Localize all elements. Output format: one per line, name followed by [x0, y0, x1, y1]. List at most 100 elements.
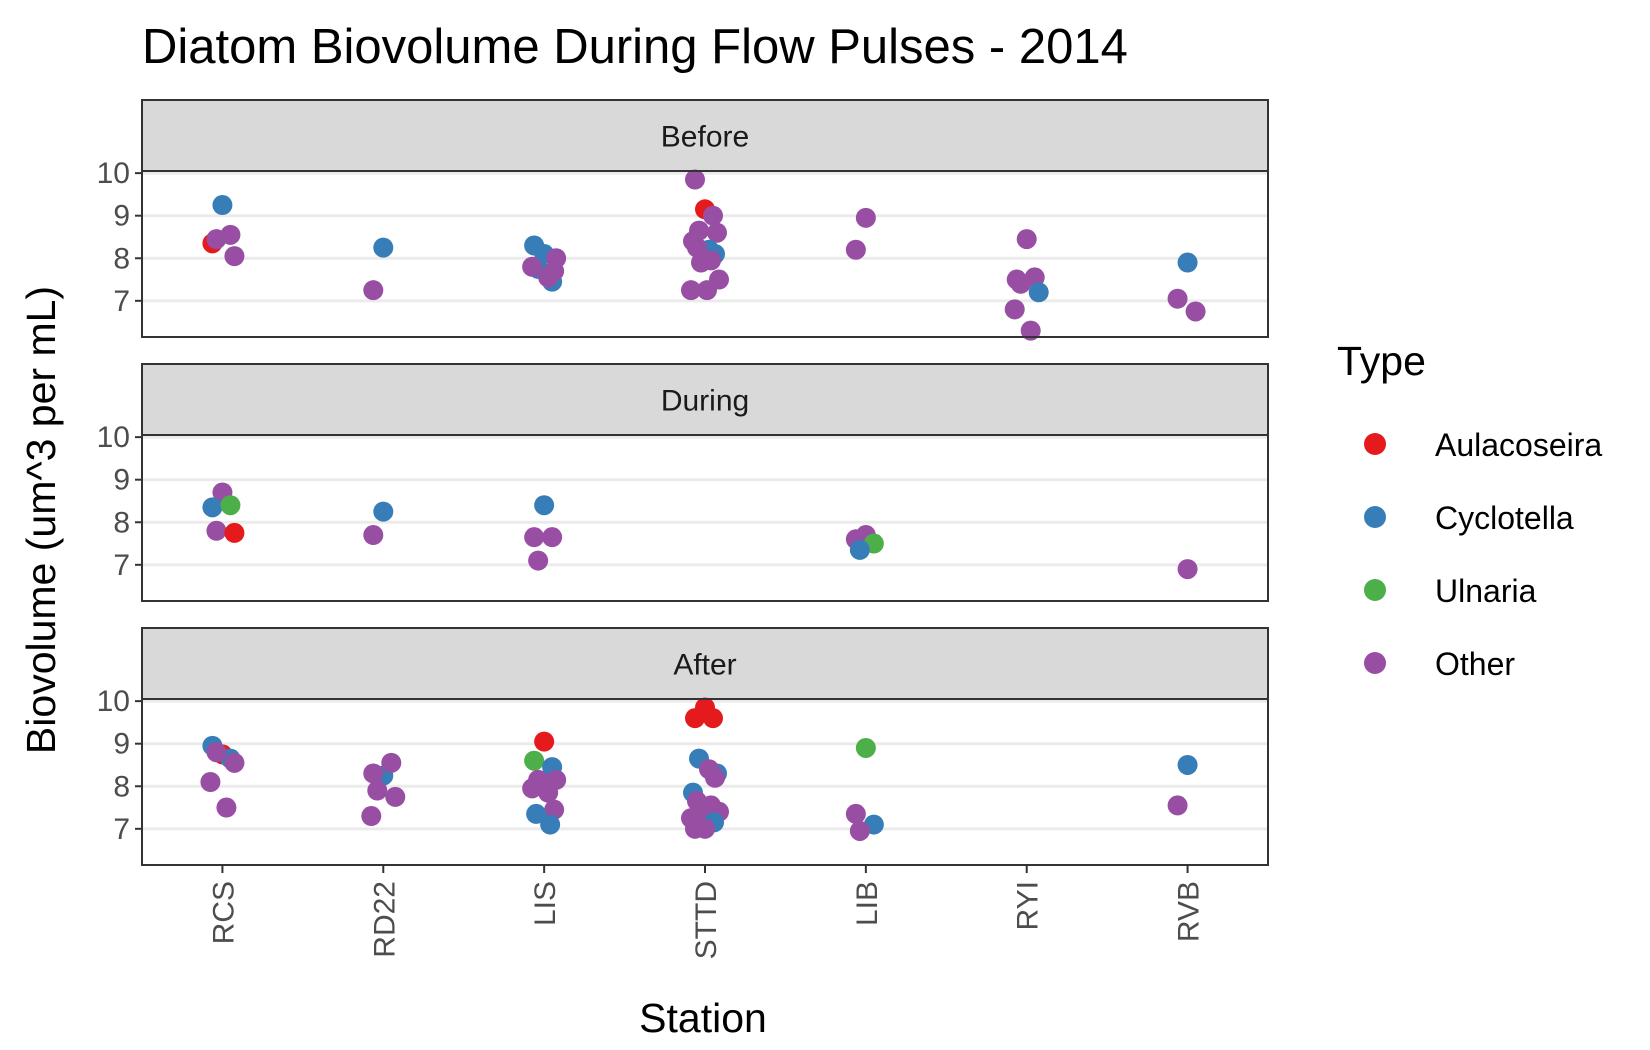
- chart-title: Diatom Biovolume During Flow Pulses - 20…: [142, 20, 1128, 74]
- data-point-cyclotella: [212, 195, 233, 216]
- data-point-other: [845, 803, 866, 824]
- facet-panels: Before 7 8 9 10 During 7 8 9 10 After 7 8 9 10: [97, 99, 1269, 866]
- data-point-other: [542, 527, 563, 548]
- legend-title: Type: [1337, 338, 1426, 384]
- x-tick-label: LIB: [851, 881, 884, 926]
- x-tick-label: RYI: [1012, 881, 1045, 930]
- x-axis-title: Station: [639, 995, 767, 1041]
- data-point-other: [528, 550, 549, 571]
- data-point-aulacoseira: [534, 731, 555, 752]
- data-point-other: [206, 229, 227, 250]
- y-tick-label: 10: [97, 157, 130, 190]
- data-point-other: [685, 169, 705, 190]
- data-point-other: [1167, 795, 1188, 816]
- legend-key-cyclotella: [1364, 506, 1386, 528]
- data-point-other: [200, 772, 221, 792]
- data-point-cyclotella: [202, 497, 223, 518]
- y-tick-label: 9: [113, 200, 130, 233]
- x-tick-label: RD22: [368, 881, 401, 958]
- x-tick-label: RCS: [207, 881, 240, 944]
- data-point-other: [363, 763, 384, 784]
- legend-label: Aulacoseira: [1435, 427, 1602, 463]
- panel-border: [141, 170, 1269, 338]
- data-point-other: [707, 222, 727, 243]
- y-tick-label: 7: [113, 285, 130, 318]
- y-tick-label: 7: [113, 813, 130, 846]
- y-tick-label: 8: [113, 506, 130, 539]
- data-point-other: [216, 797, 237, 818]
- data-point-other: [206, 742, 227, 763]
- data-point-other: [224, 752, 245, 773]
- data-point-ulnaria: [524, 750, 545, 771]
- legend-label: Other: [1435, 646, 1515, 682]
- data-point-cyclotella: [540, 814, 561, 835]
- y-tick-label: 9: [113, 464, 130, 497]
- data-point-other: [1167, 288, 1188, 309]
- data-point-aulacoseira: [703, 708, 723, 729]
- data-point-other: [367, 780, 388, 801]
- legend-label: Ulnaria: [1435, 573, 1537, 609]
- data-point-other: [697, 280, 717, 301]
- data-point-cyclotella: [1177, 754, 1198, 775]
- legend-key-other: [1364, 652, 1386, 674]
- x-tick-label: LIS: [529, 881, 562, 926]
- panel-background: [142, 435, 1268, 601]
- legend-entries: Aulacoseira Cyclotella Ulnaria Other: [1364, 427, 1602, 682]
- data-point-other: [703, 205, 723, 226]
- data-point-other: [855, 207, 876, 228]
- data-point-other: [691, 252, 711, 273]
- data-point-aulacoseira: [224, 522, 245, 543]
- data-point-other: [381, 752, 402, 773]
- data-point-cyclotella: [1028, 282, 1049, 303]
- y-tick-label: 10: [97, 421, 130, 454]
- legend-label: Cyclotella: [1435, 500, 1574, 536]
- data-point-other: [1185, 301, 1206, 322]
- strip-label: Before: [661, 121, 749, 154]
- facet-panel-after: After 7 8 9 10: [97, 627, 1269, 866]
- y-tick-label: 8: [113, 770, 130, 803]
- y-tick-label: 10: [97, 685, 130, 718]
- data-point-other: [524, 527, 545, 548]
- data-point-cyclotella: [524, 235, 545, 256]
- data-point-other: [705, 767, 725, 788]
- facet-panel-during: During 7 8 9 10: [97, 363, 1269, 602]
- data-point-other: [538, 782, 559, 803]
- x-tick-label: STTD: [690, 881, 723, 959]
- strip-label: During: [661, 385, 749, 418]
- data-point-other: [685, 818, 705, 839]
- strip-background: [141, 363, 1269, 436]
- data-point-other: [522, 256, 543, 277]
- x-axis: RCS RD22 LIS STTD LIB RYI RVB: [207, 865, 1206, 959]
- data-point-other: [206, 520, 227, 541]
- data-point-cyclotella: [534, 495, 555, 516]
- data-point-other: [363, 525, 384, 546]
- y-tick-label: 7: [113, 549, 130, 582]
- data-point-other: [1010, 273, 1031, 294]
- data-point-cyclotella: [849, 539, 870, 560]
- data-point-other: [1020, 320, 1041, 341]
- data-point-other: [849, 820, 870, 841]
- y-tick-label: 9: [113, 728, 130, 761]
- x-tick-label: RVB: [1173, 881, 1206, 942]
- strip-background: [141, 627, 1269, 700]
- data-point-cyclotella: [1177, 252, 1198, 273]
- data-point-other: [544, 261, 565, 282]
- data-point-aulacoseira: [685, 708, 705, 729]
- data-point-cyclotella: [373, 237, 394, 258]
- data-point-other: [224, 246, 245, 267]
- data-point-other: [385, 786, 406, 807]
- panel-border: [141, 434, 1269, 602]
- data-point-other: [681, 280, 701, 301]
- strip-label: After: [673, 649, 736, 682]
- data-point-other: [845, 239, 866, 260]
- data-point-other: [1016, 229, 1037, 250]
- facet-panel-before: Before 7 8 9 10: [97, 99, 1269, 341]
- strip-background: [141, 99, 1269, 172]
- data-point-other: [1177, 559, 1198, 580]
- data-point-cyclotella: [373, 501, 394, 522]
- y-axis-title: Biovolume (um^3 per mL): [18, 286, 64, 754]
- data-point-other: [522, 778, 543, 799]
- y-tick-label: 8: [113, 242, 130, 275]
- data-point-other: [363, 280, 384, 301]
